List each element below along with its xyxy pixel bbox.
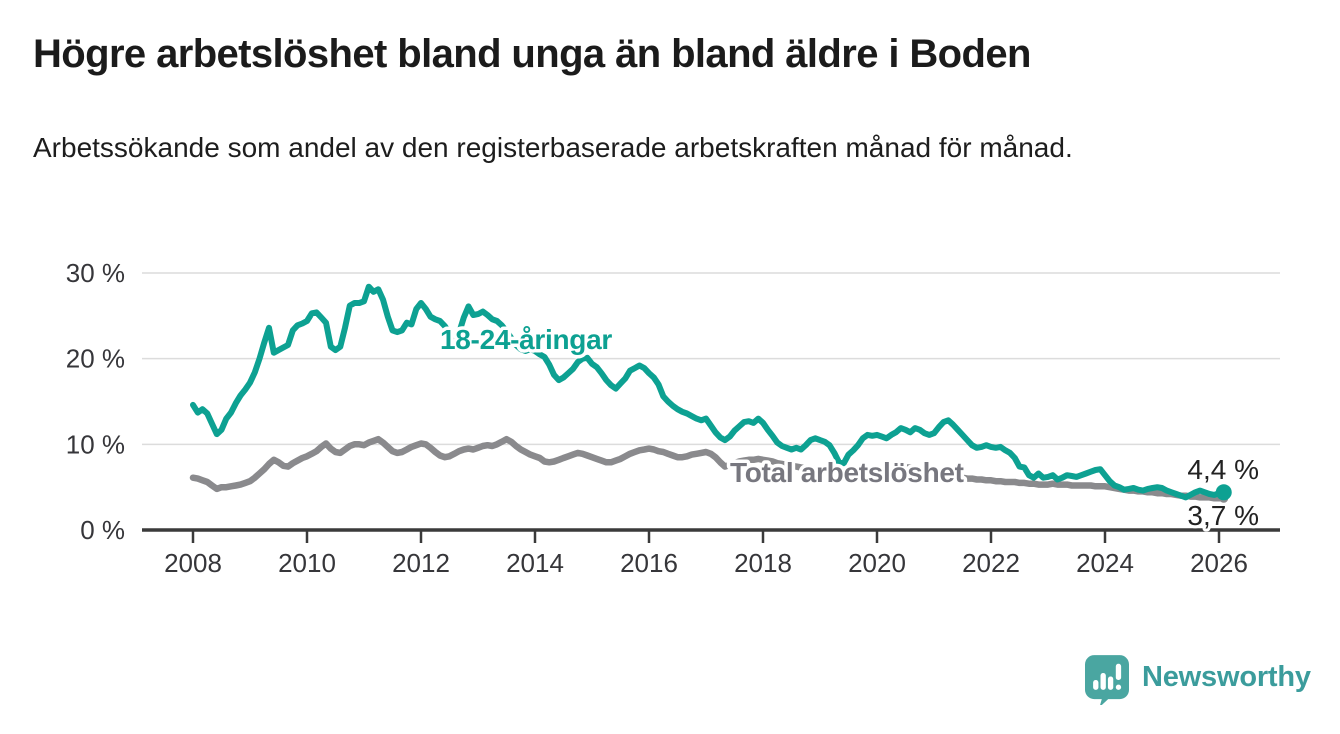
x-tick-label: 2020: [848, 548, 906, 578]
newsworthy-logo-icon: [1085, 655, 1129, 705]
series-label-total: Total arbetslöshet: [730, 457, 964, 488]
x-tick-label: 2008: [164, 548, 222, 578]
newsworthy-logo-text: Newsworthy: [1142, 661, 1311, 693]
axis-labels: 30 % 20 % 10 % 0 % 2008 2010 2012 2014 2016 2018 2…: [66, 258, 1248, 578]
y-tick-label: 20 %: [66, 344, 125, 374]
x-tick-label: 2010: [278, 548, 336, 578]
end-value-total: 3,7 %: [1187, 500, 1259, 531]
end-value-young: 4,4 %: [1187, 454, 1259, 485]
bar-chart-glyph: [1093, 663, 1122, 690]
y-tick-label: 30 %: [66, 258, 125, 288]
series-lines: [189, 283, 1228, 502]
series-line-total: [189, 435, 1228, 502]
series-end-dots: [1215, 484, 1232, 503]
y-tick-label: 10 %: [66, 429, 125, 459]
series-label-young: 18-24-åringar: [440, 324, 612, 355]
speech-bubble-shape: [1085, 655, 1129, 705]
exclamation-dot: [1115, 684, 1122, 690]
x-tick-label: 2016: [620, 548, 678, 578]
y-tick-label: 0 %: [80, 515, 125, 545]
x-tick-label: 2022: [962, 548, 1020, 578]
exclamation-bar: [1115, 663, 1122, 680]
x-tick-label: 2012: [392, 548, 450, 578]
x-tick-label: 2026: [1190, 548, 1248, 578]
end-dot-young: [1215, 484, 1232, 501]
x-tick-label: 2018: [734, 548, 792, 578]
chart-title: Högre arbetslöshet bland unga än bland ä…: [33, 32, 1031, 76]
x-tick-label: 2014: [506, 548, 564, 578]
series-line-young: [190, 283, 1227, 501]
x-tick-label: 2024: [1076, 548, 1134, 578]
chart-subtitle: Arbetssökande som andel av den registerb…: [33, 132, 1073, 163]
newsworthy-logo: Newsworthy: [1085, 655, 1311, 705]
gridlines: [142, 272, 1280, 532]
x-axis-ticks: [191, 531, 1221, 543]
